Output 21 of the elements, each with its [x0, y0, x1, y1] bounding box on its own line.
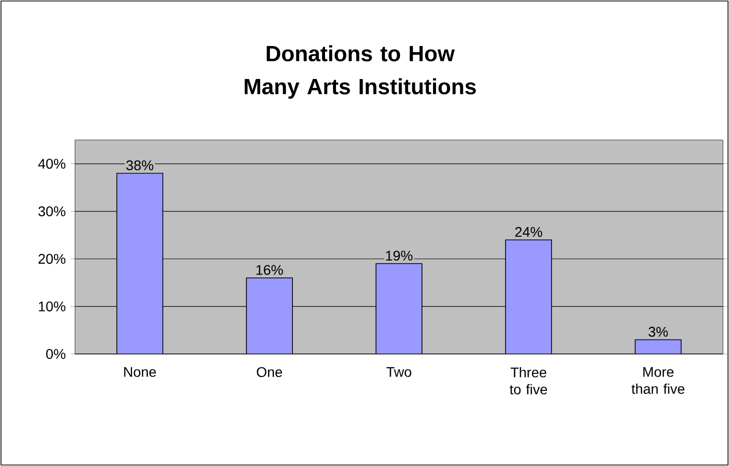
data-label: 24% — [515, 226, 542, 237]
x-tick-label: More than five — [632, 367, 684, 394]
bar — [246, 278, 293, 354]
x-tick-label: Two — [386, 367, 412, 377]
x-tick-label: Three to five — [510, 367, 548, 394]
y-tick-label: 30% — [38, 206, 66, 216]
y-tick-label: 0% — [46, 349, 66, 359]
data-label: 19% — [386, 250, 413, 261]
data-label: 3% — [648, 326, 668, 337]
data-label: 16% — [256, 264, 283, 275]
y-tick-label: 10% — [38, 301, 66, 312]
y-tick-label: 20% — [38, 254, 66, 264]
chart-title: Donations to How Many Arts Institutions — [244, 45, 476, 99]
bar — [116, 172, 164, 354]
bar — [505, 239, 552, 354]
bar — [376, 263, 422, 354]
x-tick-label: One — [256, 367, 282, 378]
y-tick-label: 40% — [38, 158, 66, 169]
x-tick-label: None — [124, 367, 156, 377]
data-label: 38% — [126, 160, 154, 170]
bar — [634, 339, 682, 354]
